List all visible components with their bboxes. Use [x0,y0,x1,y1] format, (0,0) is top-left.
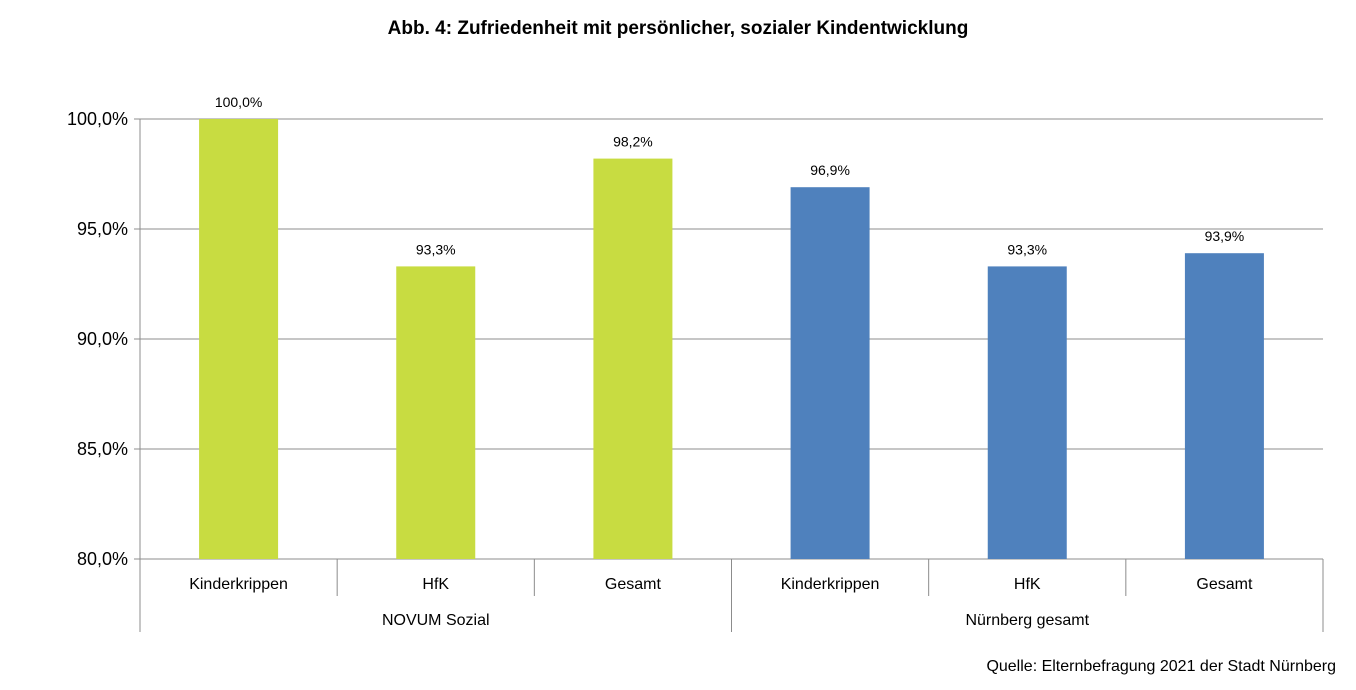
source-note: Quelle: Elternbefragung 2021 der Stadt N… [986,658,1336,675]
group-label: Nürnberg gesamt [965,612,1089,629]
y-tick-label: 85,0% [77,439,128,459]
x-tick-label: Kinderkrippen [781,576,880,593]
axes [134,118,1324,632]
bar [593,158,673,559]
x-tick-label: Kinderkrippen [189,576,288,593]
x-tick-label: Gesamt [605,576,662,593]
bar [199,119,279,559]
bar [1184,253,1264,559]
y-tick-label: 90,0% [77,329,128,349]
x-tick-label: HfK [1014,576,1041,593]
bar [396,266,476,559]
data-label: 93,3% [416,241,456,257]
x-tick-label: Gesamt [1196,576,1253,593]
data-label: 93,3% [1007,241,1047,257]
data-label: 100,0% [215,94,262,110]
y-tick-label: 80,0% [77,549,128,569]
data-label: 98,2% [613,134,653,150]
y-tick-label: 100,0% [67,109,128,129]
bar [790,187,870,559]
x-tick-label: HfK [422,576,449,593]
y-tick-label: 95,0% [77,219,128,239]
group-label: NOVUM Sozial [382,612,490,629]
bars [199,119,1264,559]
bar [987,266,1067,559]
labels: 80,0% 85,0% 90,0% 95,0% 100,0% 100,0% Kinderkr… [67,94,1253,629]
gridlines [140,118,1323,450]
chart-title: Abb. 4: Zufriedenheit mit persönlicher, … [387,18,969,39]
data-label: 93,9% [1205,228,1245,244]
data-label: 96,9% [810,162,850,178]
